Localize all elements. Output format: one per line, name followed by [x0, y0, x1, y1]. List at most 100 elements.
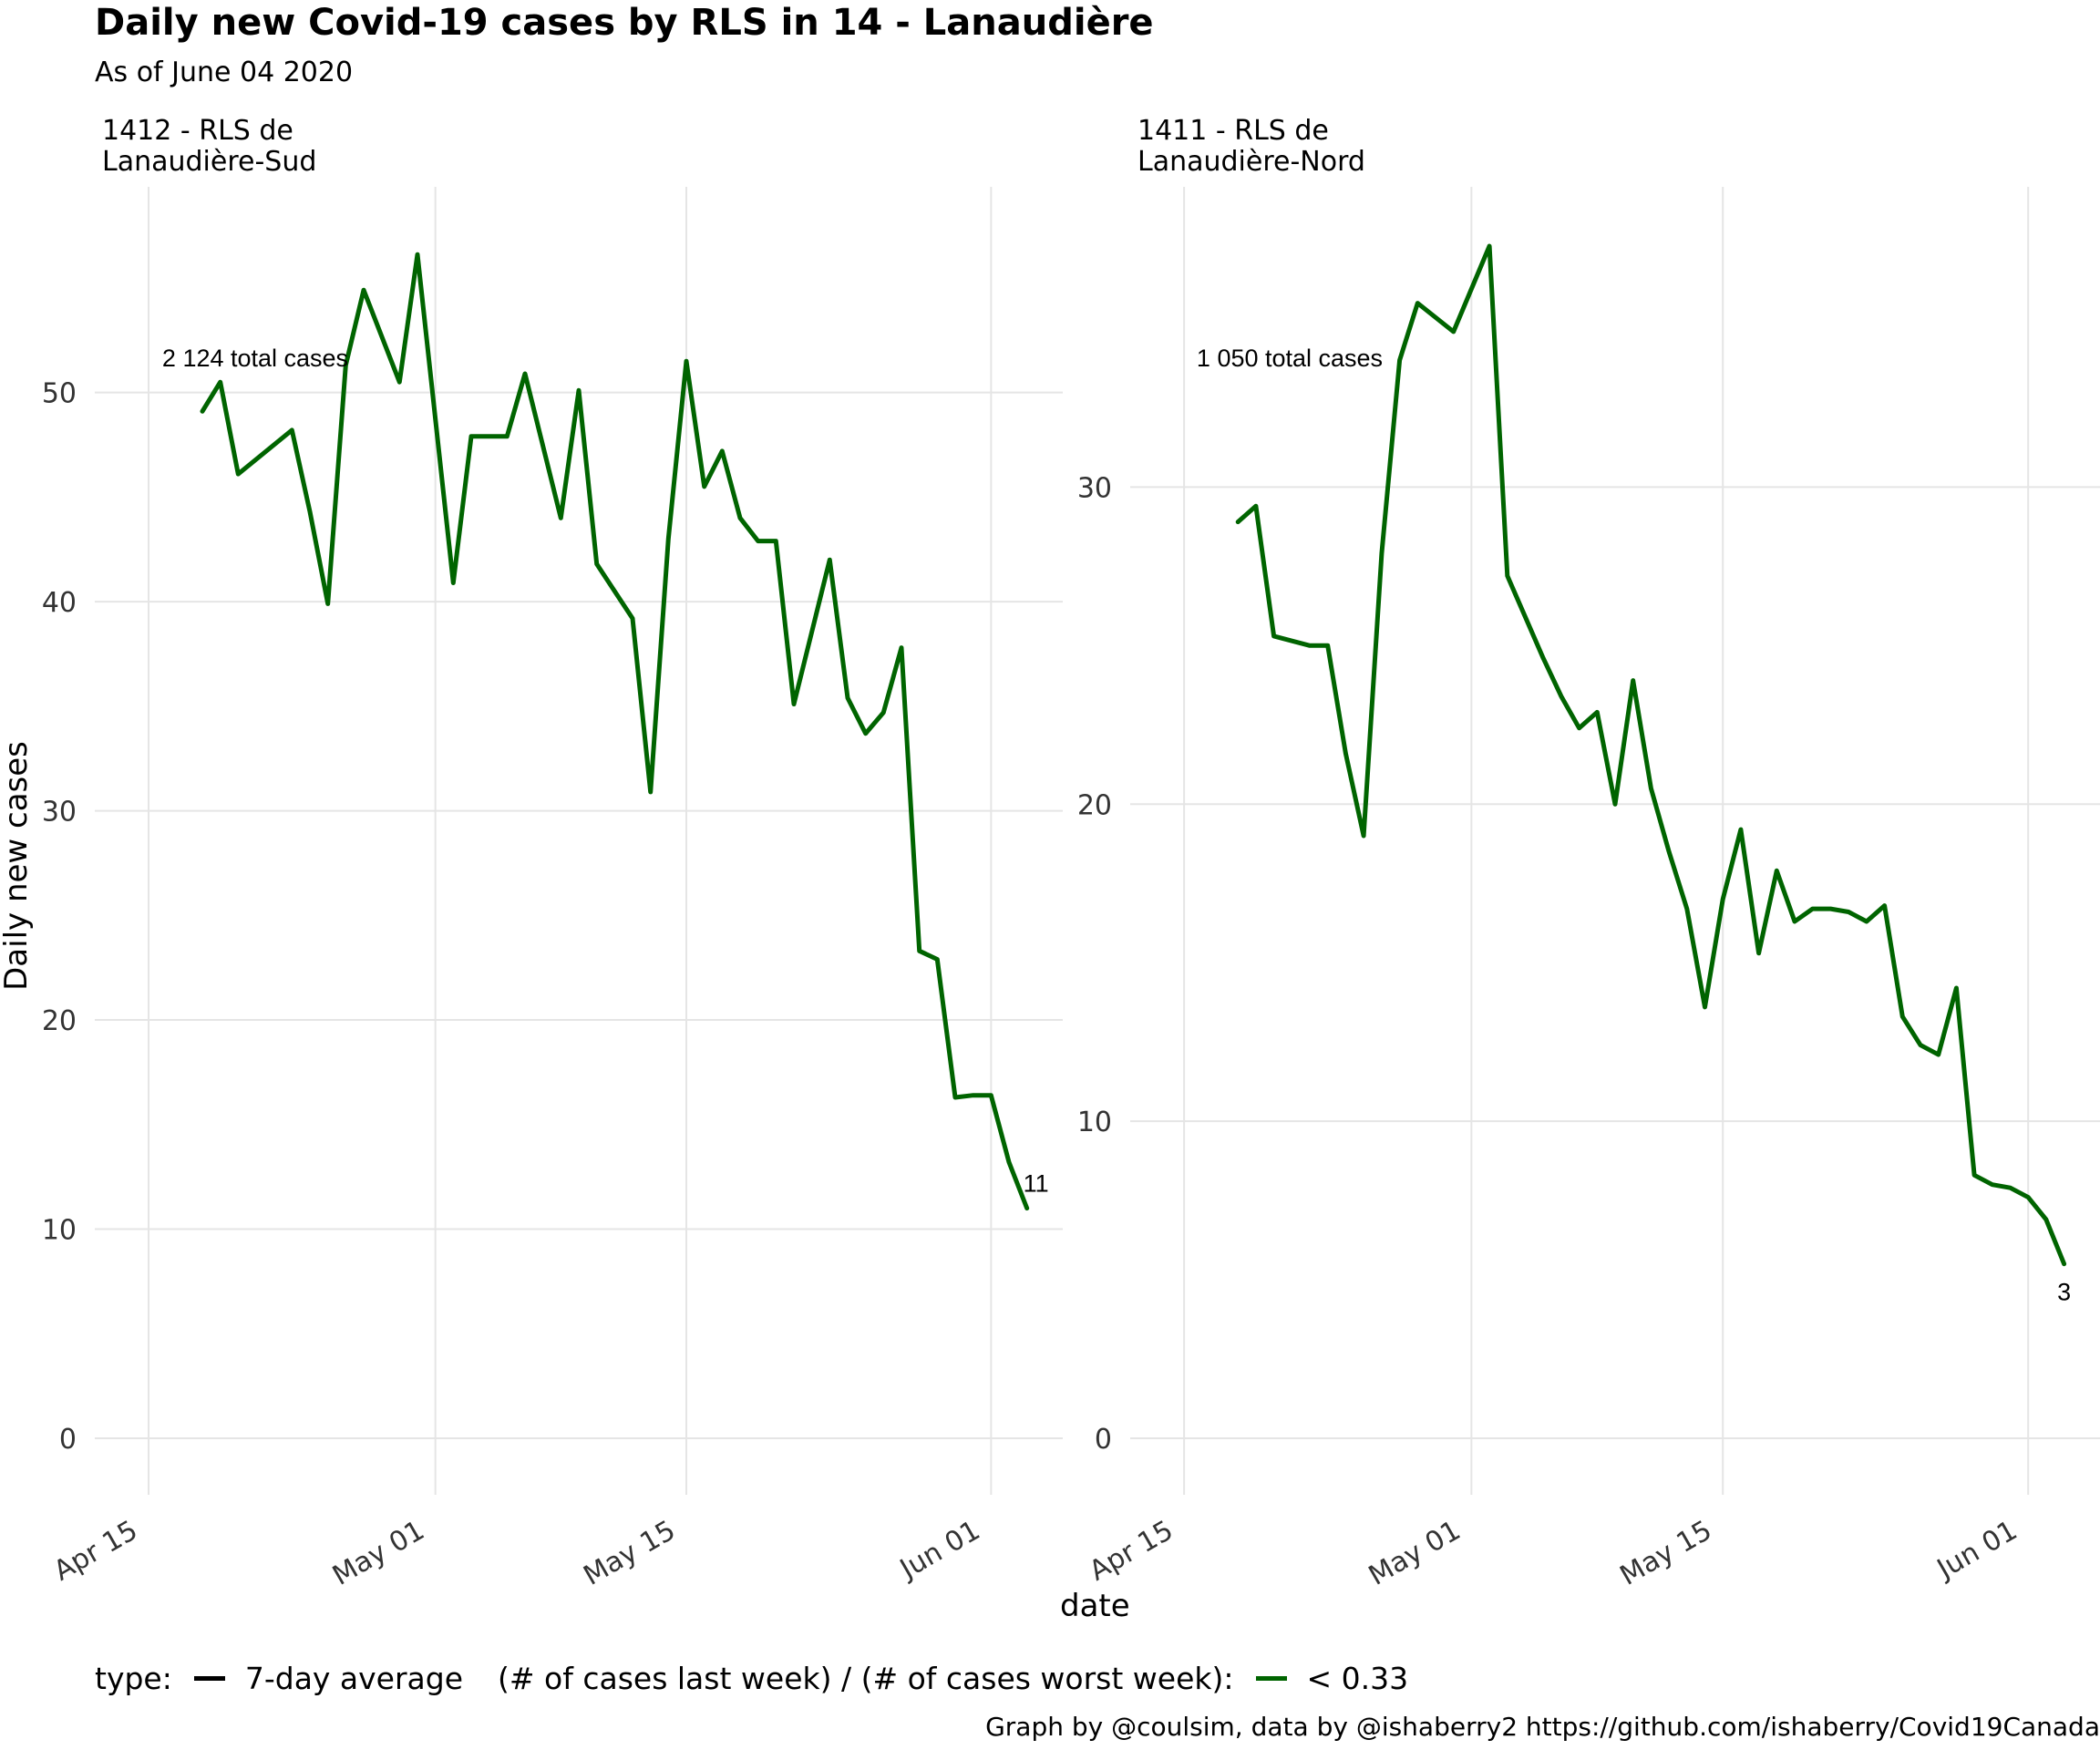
- data-point: [1595, 710, 1600, 715]
- data-point: [1541, 656, 1546, 661]
- series-line-7-day-average: [1235, 243, 2067, 1267]
- data-point: [1756, 951, 1761, 955]
- data-point: [774, 539, 778, 543]
- total-cases-label: 2 124 total cases: [162, 345, 348, 372]
- x-tick-label: May 01: [1364, 1515, 1467, 1592]
- last-value-label: 11: [1024, 1170, 1049, 1198]
- data-point: [1415, 301, 1420, 305]
- x-axis-title: date: [1060, 1588, 1130, 1624]
- series-line-7-day-average: [200, 252, 1030, 1211]
- data-point: [1343, 751, 1348, 756]
- data-point: [1793, 919, 1797, 923]
- data-point: [720, 448, 725, 453]
- data-point: [2062, 1261, 2066, 1266]
- data-point: [1882, 903, 1887, 908]
- y-tick-label: 0: [59, 1424, 77, 1456]
- y-tick-label: 20: [42, 1005, 77, 1037]
- data-point: [917, 949, 921, 953]
- x-tick-label: Apr 15: [1084, 1515, 1179, 1588]
- data-point: [863, 731, 868, 736]
- data-point: [594, 561, 599, 566]
- data-point: [1007, 1160, 1011, 1165]
- legend-type-entry: 7-day average: [244, 1661, 464, 1696]
- data-point: [1236, 520, 1240, 524]
- data-point: [1451, 329, 1456, 334]
- data-point: [989, 1093, 993, 1097]
- data-point: [1577, 726, 1581, 730]
- data-point: [2026, 1195, 2031, 1199]
- y-tick-label: 50: [42, 378, 77, 410]
- data-point: [1024, 1206, 1029, 1210]
- data-point: [935, 957, 940, 962]
- facet-title-sud: 1412 - RLS de Lanaudière-Sud: [102, 115, 317, 178]
- x-tick-label: Jun 01: [893, 1515, 985, 1587]
- data-point: [846, 695, 849, 700]
- data-point: [362, 288, 365, 293]
- data-point: [738, 516, 742, 520]
- data-point: [1649, 786, 1653, 790]
- data-point: [1684, 907, 1689, 911]
- legend-ratio-entry: < 0.33: [1306, 1661, 1409, 1696]
- legend-ratio-label: (# of cases last week) / (# of cases wor…: [498, 1661, 1234, 1696]
- x-tick-label: May 01: [327, 1515, 430, 1592]
- data-point: [218, 380, 222, 385]
- data-point: [1397, 358, 1402, 363]
- data-point: [523, 371, 527, 376]
- data-point: [201, 409, 204, 414]
- data-point: [1325, 643, 1330, 648]
- data-point: [1667, 849, 1672, 854]
- chart-subtitle: As of June 04 2020: [95, 57, 354, 88]
- legend-type-key: [193, 1676, 225, 1681]
- data-point: [1864, 919, 1868, 923]
- data-point: [1936, 1053, 1940, 1057]
- data-point: [308, 510, 312, 514]
- legend-ratio-key: [1255, 1676, 1287, 1681]
- y-tick-label: 30: [42, 797, 77, 829]
- data-point: [1613, 802, 1617, 807]
- data-point: [631, 616, 634, 621]
- data-point: [828, 558, 832, 562]
- data-point: [881, 710, 886, 715]
- data-point: [344, 363, 348, 367]
- data-point: [900, 645, 903, 650]
- x-tick-label: May 15: [578, 1515, 681, 1592]
- data-point: [1271, 633, 1276, 638]
- data-point: [685, 359, 688, 364]
- data-point: [1847, 910, 1851, 914]
- data-point: [1631, 678, 1635, 683]
- y-tick-label: 20: [1077, 789, 1112, 821]
- data-point: [1379, 551, 1384, 556]
- data-point: [1559, 694, 1563, 698]
- data-point: [2043, 1217, 2048, 1221]
- data-point: [666, 537, 671, 541]
- data-point: [416, 252, 419, 257]
- y-tick-label: 30: [1077, 472, 1112, 504]
- data-point: [1738, 828, 1743, 832]
- data-point: [1703, 1004, 1707, 1009]
- data-point: [451, 581, 456, 585]
- data-point: [1505, 573, 1509, 578]
- data-point: [1308, 643, 1312, 648]
- data-point: [1810, 907, 1815, 911]
- caption: Graph by @coulsim, data by @ishaberry2 h…: [985, 1712, 2100, 1742]
- data-point: [1362, 834, 1366, 839]
- data-point: [971, 1093, 975, 1097]
- data-point: [1721, 897, 1725, 901]
- last-value-label: 3: [2057, 1279, 2071, 1306]
- data-point: [953, 1095, 957, 1099]
- facet-title-nord: 1411 - RLS de Lanaudière-Nord: [1138, 115, 1365, 178]
- data-point: [1488, 244, 1492, 248]
- data-point: [1990, 1182, 1994, 1187]
- y-tick-label: 10: [42, 1215, 77, 1247]
- data-point: [397, 380, 402, 385]
- data-point: [236, 472, 241, 477]
- x-tick-label: May 15: [1615, 1515, 1718, 1592]
- legend: type: 7-day average (# of cases last wee…: [95, 1661, 1408, 1696]
- data-point: [290, 427, 294, 432]
- y-tick-label: 10: [1077, 1107, 1112, 1138]
- data-point: [2008, 1186, 2012, 1190]
- y-tick-label: 0: [1095, 1424, 1112, 1456]
- data-point: [1954, 986, 1959, 991]
- legend-type-label: type:: [95, 1661, 172, 1696]
